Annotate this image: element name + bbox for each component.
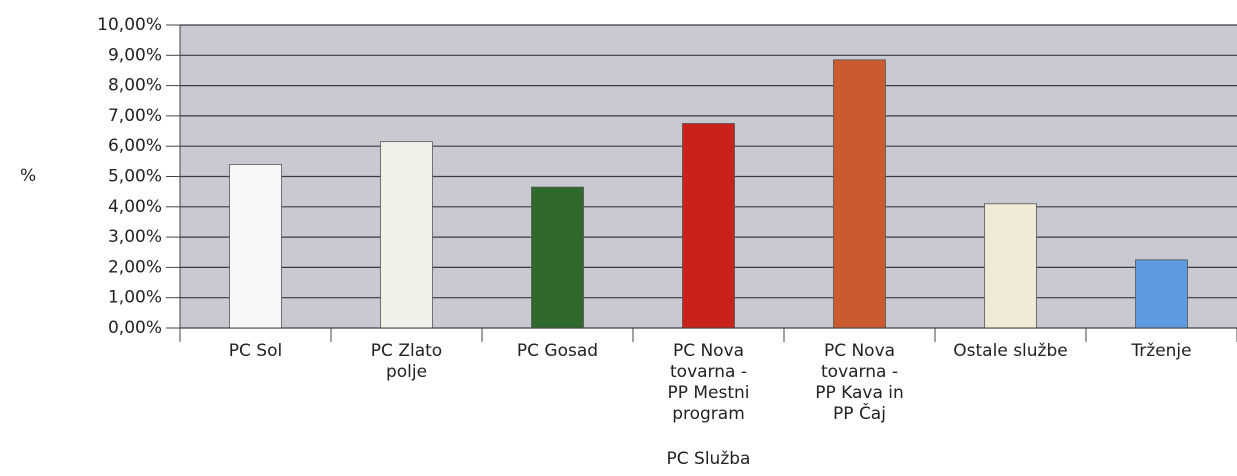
y-tick-label: 3,00% (108, 227, 162, 247)
y-tick-label: 2,00% (108, 257, 162, 277)
x-tick-label: PC Zlato polje (371, 341, 442, 382)
y-axis-label: % (20, 166, 36, 186)
bar (984, 203, 1037, 329)
y-tick-label: 4,00% (108, 197, 162, 217)
bar (682, 123, 735, 329)
bar (833, 59, 886, 329)
y-tick-label: 8,00% (108, 76, 162, 96)
x-tick-label: PC Nova tovarna -PP Kava in PP Čaj (815, 341, 904, 424)
y-tick-label: 9,00% (108, 45, 162, 65)
annotation: PC Služba (667, 449, 751, 469)
x-tick-label: PC Sol (229, 341, 282, 361)
bar (380, 141, 433, 329)
y-tick-label: 5,00% (108, 167, 162, 187)
bar (531, 186, 584, 329)
x-tick-label: Ostale službe (953, 341, 1067, 361)
x-tick-label: PC Gosad (517, 341, 598, 361)
y-tick-label: 10,00% (97, 15, 162, 35)
y-tick-label: 0,00% (108, 318, 162, 338)
x-tick-label: PC Nova tovarna -PP Mestni program (667, 341, 749, 424)
y-tick-label: 1,00% (108, 288, 162, 308)
x-tick-label: Trženje (1130, 341, 1191, 361)
y-tick-label: 6,00% (108, 136, 162, 156)
bar (1135, 259, 1188, 329)
y-tick-label: 7,00% (108, 106, 162, 126)
bar (229, 163, 282, 329)
